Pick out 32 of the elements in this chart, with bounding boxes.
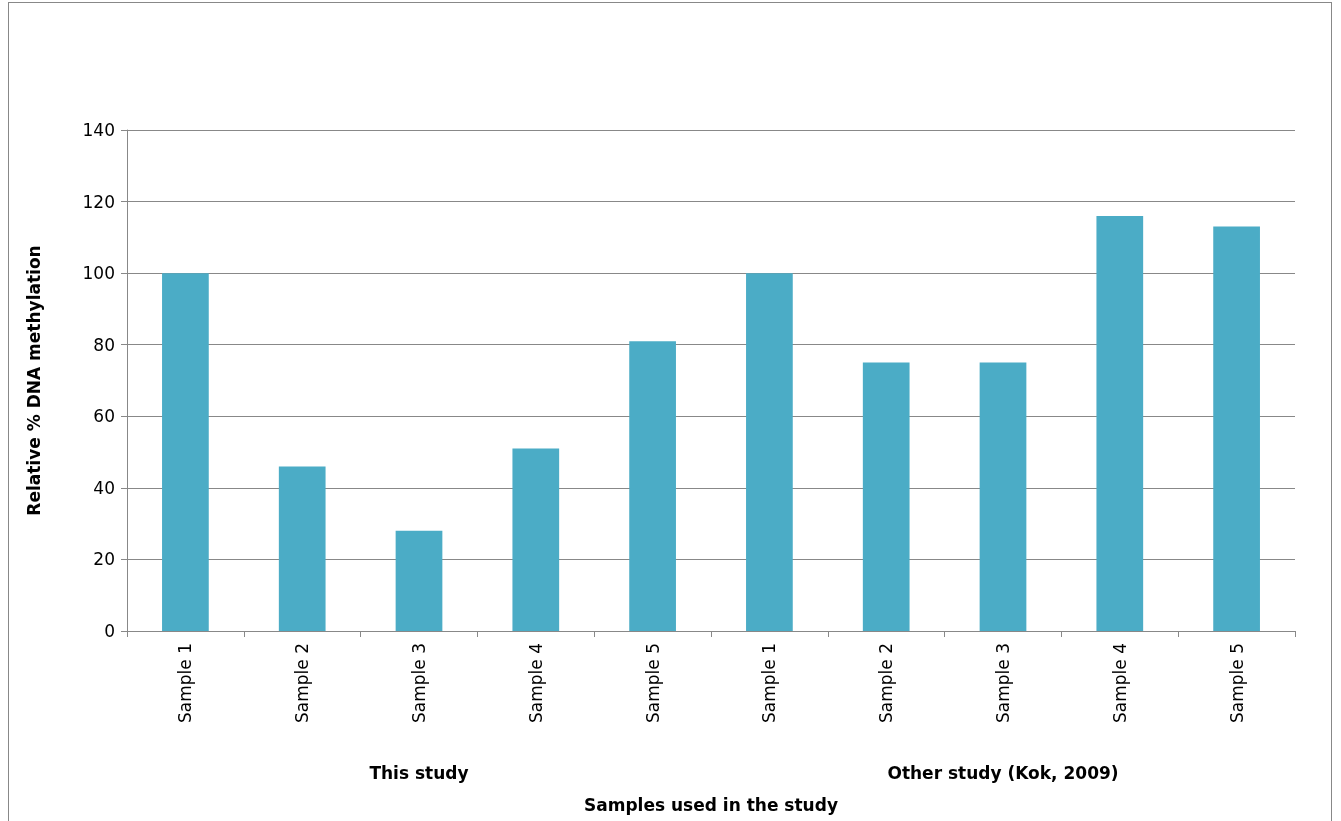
bar: [862, 362, 910, 631]
text: This study: [369, 763, 469, 783]
bar: [1213, 226, 1260, 631]
bar: [979, 362, 1027, 631]
bar: [746, 273, 793, 631]
bar: [395, 530, 443, 631]
x-tick-label: Sample 5: [1226, 643, 1247, 723]
bar: [629, 341, 676, 631]
x-tick-label: Sample 2: [876, 643, 897, 723]
x-axis-title: Samples used in the study: [584, 794, 838, 815]
text: Other study (Kok, 2009): [887, 763, 1119, 783]
y-tick-label: 100: [82, 263, 115, 284]
y-tick-label: 20: [93, 549, 115, 570]
x-tick-label: Sample 1: [175, 643, 196, 723]
x-tick-label: Sample 3: [993, 643, 1013, 723]
y-tick-label: 60: [93, 406, 115, 427]
bar: [278, 466, 326, 631]
x-tick-label: Sample 2: [292, 643, 313, 723]
x-tick-label: Sample 4: [525, 643, 546, 723]
bar: [1096, 215, 1144, 631]
x-tick-label: Sample 5: [642, 643, 663, 723]
y-axis-title: Relative % DNA methylation: [23, 245, 44, 516]
y-tick-label: 120: [82, 191, 115, 212]
y-tick-label: 0: [104, 621, 115, 641]
x-tick-label: Sample 4: [1109, 643, 1130, 723]
bar: [162, 273, 209, 631]
bar: [512, 448, 560, 631]
x-tick-label: Sample 3: [409, 643, 429, 723]
y-tick-label: 80: [93, 334, 115, 355]
y-tick-label: 40: [93, 477, 115, 498]
x-tick-label: Sample 1: [759, 643, 780, 723]
y-tick-label: 140: [82, 120, 115, 140]
